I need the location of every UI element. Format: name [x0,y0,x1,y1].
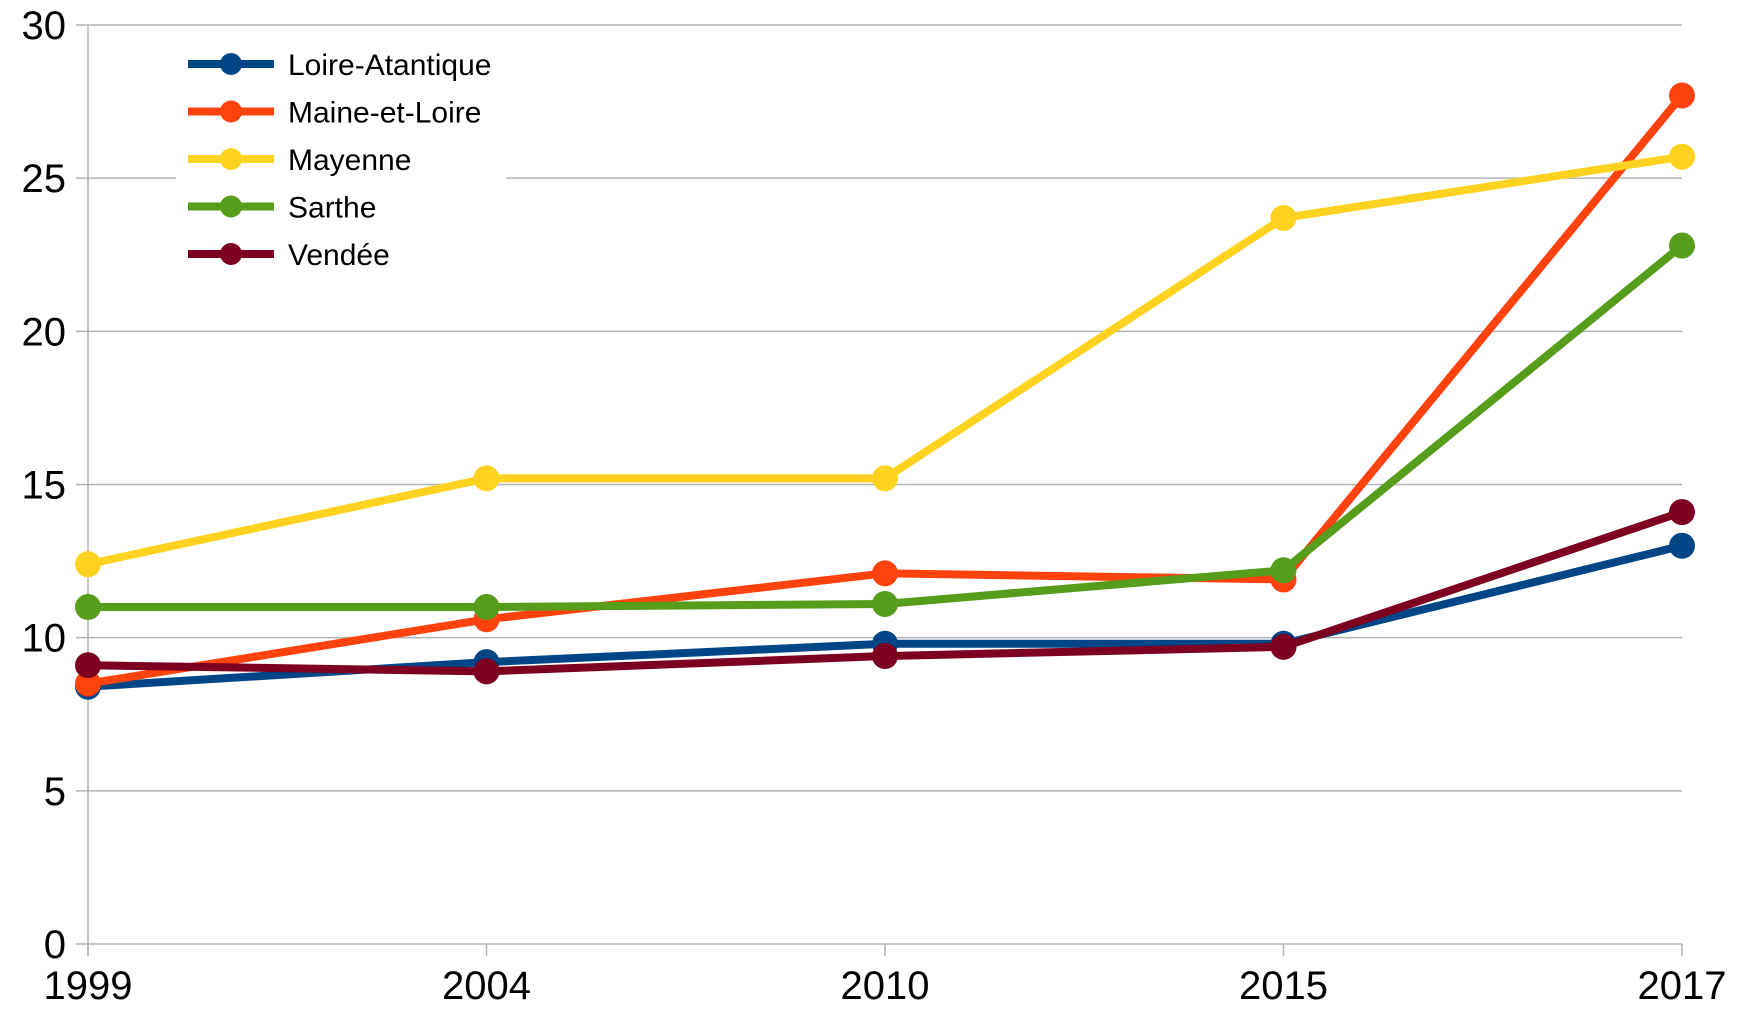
legend-swatch-marker [220,148,242,170]
data-point [872,643,898,670]
legend-label: Vendée [288,239,390,272]
y-tick-label: 25 [22,157,67,201]
data-point [473,658,500,685]
data-point [75,594,101,621]
data-point [473,594,500,621]
legend-swatch-marker [220,243,242,265]
data-point [473,465,500,492]
data-point [1270,557,1297,584]
legend-label: Mayenne [288,144,411,177]
legend-swatch-marker [220,195,242,218]
legend-item: Vendée [188,239,390,272]
legend-item: Sarthe [188,192,376,225]
legend-label: Sarthe [288,192,376,225]
data-point [872,560,898,587]
series-mayenne [75,143,1695,578]
series-layer [75,82,1695,700]
x-tick-label: 1999 [44,964,133,1008]
legend-swatch-marker [220,100,242,123]
data-point [75,670,101,697]
series-sarthe [75,232,1695,621]
data-point [1270,204,1297,231]
x-tick-label: 2015 [1239,964,1328,1008]
data-point [75,551,101,578]
data-point [1669,143,1695,170]
data-point [1669,232,1695,259]
data-point [1669,82,1695,109]
data-point [1270,633,1297,660]
series-vend-e [75,499,1695,685]
x-tick-label: 2004 [442,964,531,1008]
x-tick-label: 2010 [841,964,930,1008]
legend-label: Maine-et-Loire [288,97,481,130]
series-line [84,241,1686,612]
y-tick-label: 10 [22,617,67,661]
y-tick-label: 5 [44,770,66,814]
legend-label: Loire-Atantique [288,49,491,82]
y-tick-label: 15 [22,464,67,508]
x-tick-label: 2017 [1638,964,1727,1008]
legend-item: Maine-et-Loire [188,97,481,130]
data-point [1669,532,1695,559]
data-point [1669,499,1695,526]
series-maine-et-loire [75,82,1695,697]
legend-item: Mayenne [188,144,411,177]
data-point [872,465,898,492]
legend-item: Loire-Atantique [188,49,491,82]
data-point [872,590,898,617]
legend: Loire-Atantique Maine-et-Loire Mayenne Sart… [176,36,506,276]
y-tick-label: 0 [44,923,66,967]
y-tick-label: 20 [22,310,67,354]
legend-swatch-marker [220,53,242,75]
data-point [75,652,101,679]
y-tick-label: 30 [22,4,67,48]
axes: 0 5 10 15 20 25 30 1999 2004 2010 2015 2017 [22,4,1727,1008]
